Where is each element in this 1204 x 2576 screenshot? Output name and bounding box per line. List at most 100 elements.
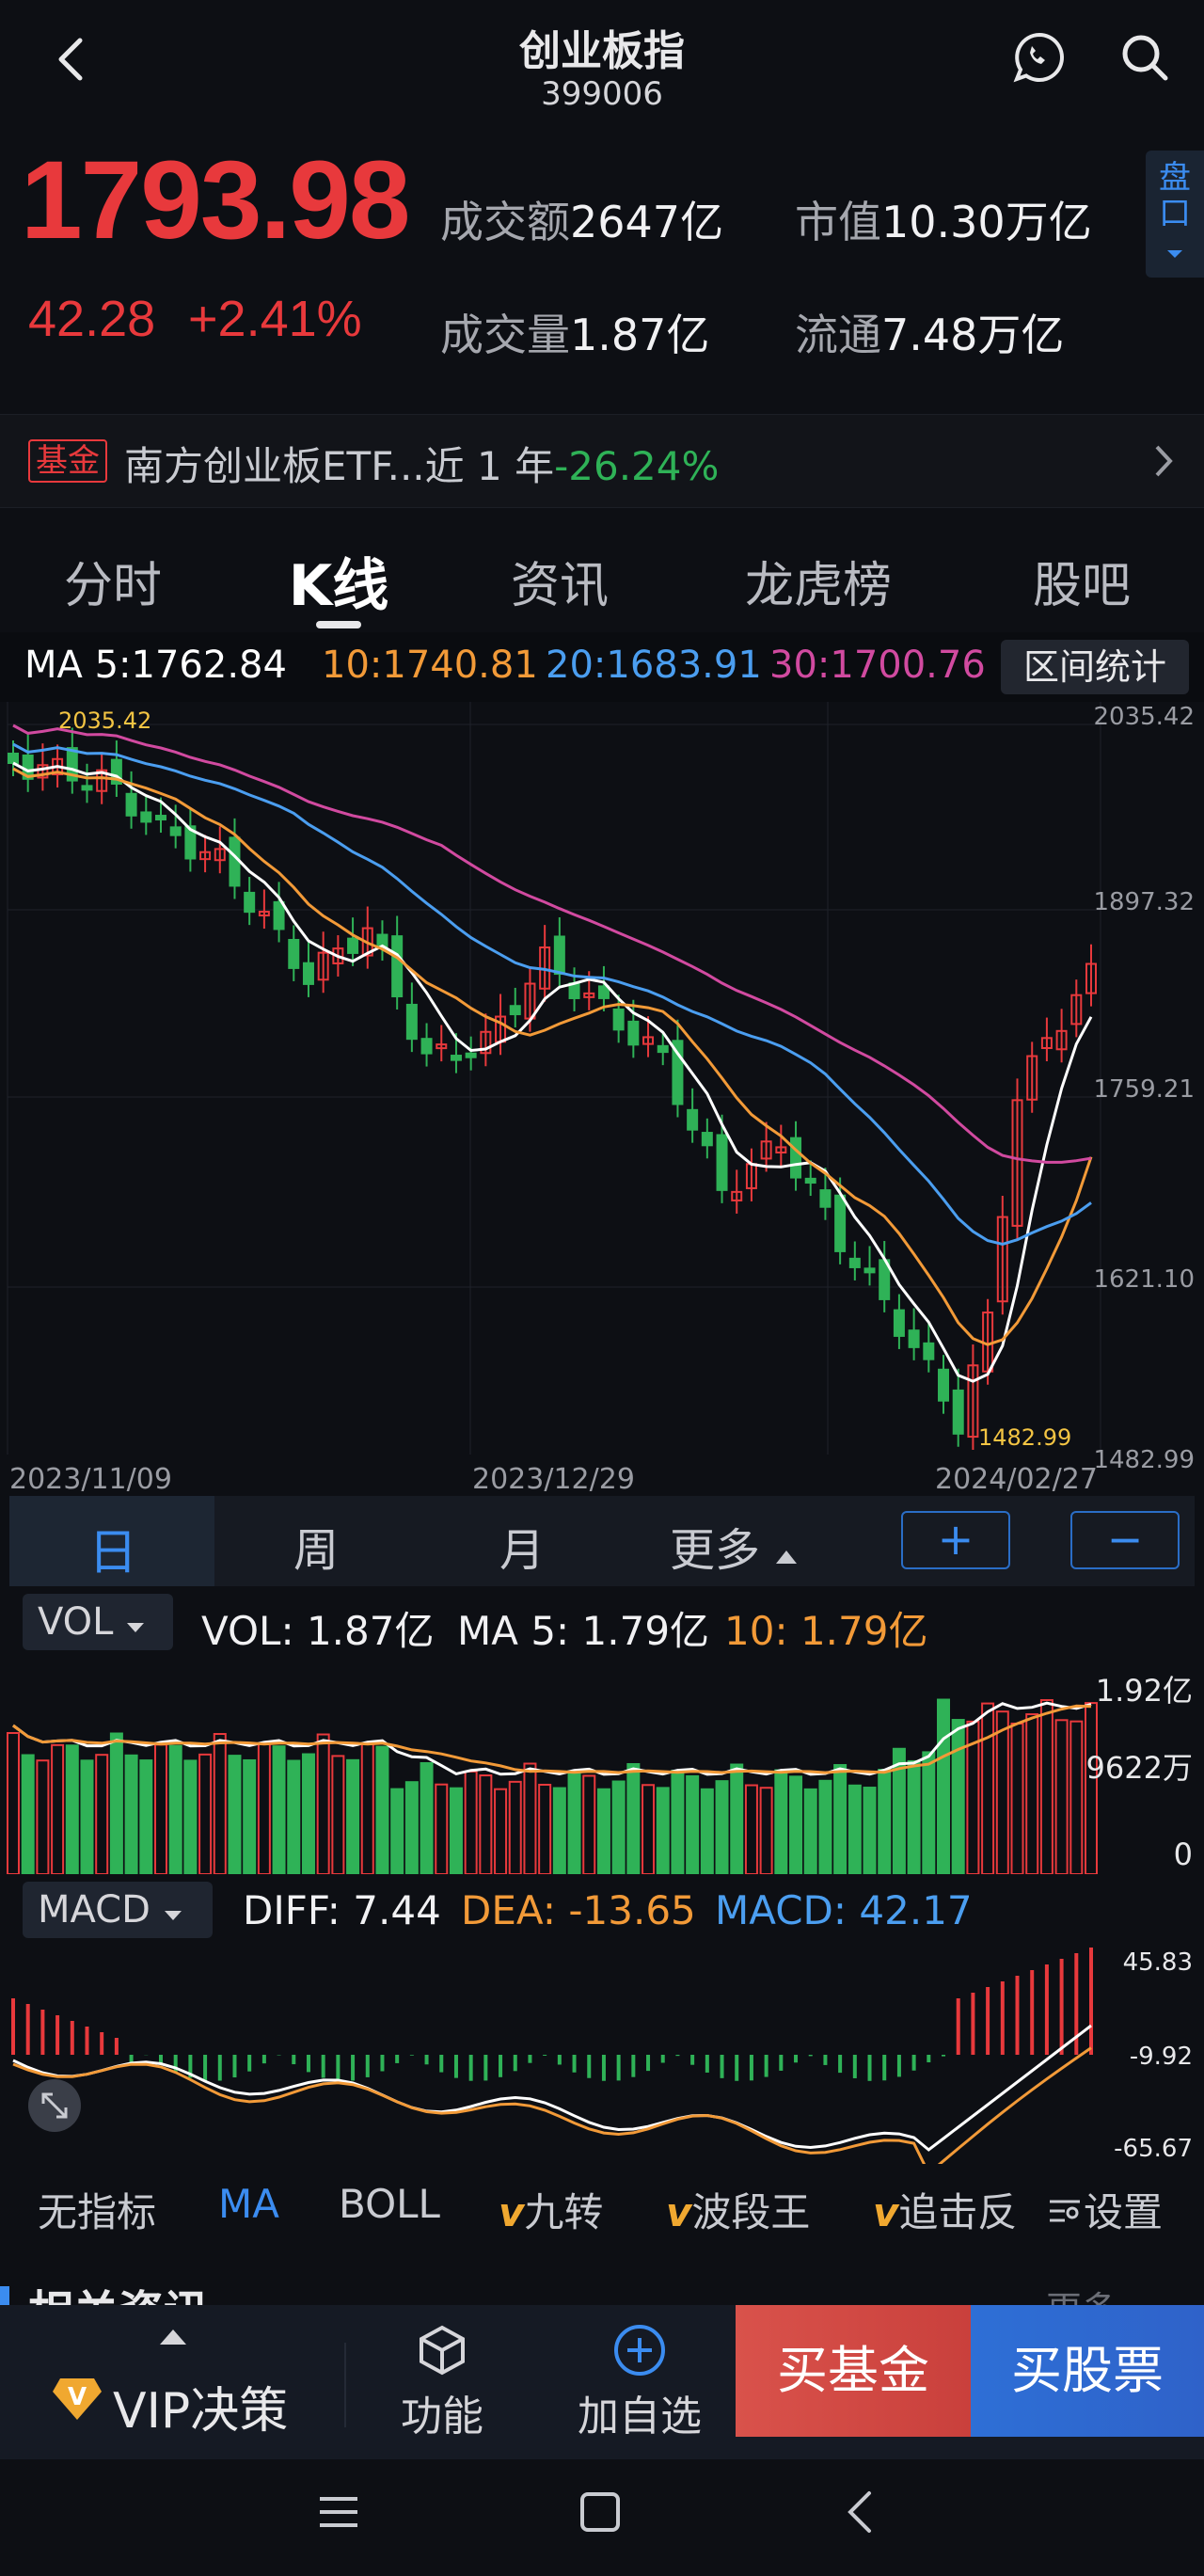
vol-y-label: 0: [1174, 1837, 1193, 1872]
indicator-jiuzhuan[interactable]: v九转: [499, 2181, 603, 2238]
range-stats-button[interactable]: 区间统计: [1001, 640, 1189, 694]
candle-body: [848, 1257, 861, 1268]
candle-body: [154, 815, 166, 821]
function-button[interactable]: 功能: [386, 2322, 499, 2441]
volume-bar: [183, 1759, 198, 1874]
indicator-ma[interactable]: MA: [218, 2181, 279, 2227]
ma10-value: 10:1740.81: [322, 644, 538, 687]
nav-home-button[interactable]: [572, 2484, 628, 2540]
settings-sliders-icon: [1050, 2200, 1080, 2222]
volume-bar: [272, 1745, 286, 1874]
candle-body: [996, 1216, 1008, 1303]
macd-bar: [173, 2055, 178, 2073]
macd-y-label: 45.83: [1123, 1948, 1193, 1977]
fund-promo-row[interactable]: [0, 414, 1204, 508]
macd-bar: [794, 2055, 799, 2063]
ma20-value: 20:1683.91: [546, 644, 762, 687]
period-day[interactable]: 日: [87, 1525, 137, 1582]
volume-bar: [730, 1763, 744, 1874]
kline-y-label: 2035.42: [1093, 703, 1195, 731]
indicator-boll[interactable]: BOLL: [339, 2181, 440, 2227]
zoom-out-button[interactable]: −: [1070, 1511, 1180, 1569]
volume-bar: [435, 1783, 449, 1874]
volume-bar: [404, 1781, 419, 1874]
tab-forum[interactable]: 股吧: [1032, 558, 1131, 614]
macd-bar: [764, 2055, 768, 2077]
macd-bar: [439, 2055, 444, 2073]
volume-bar: [789, 1775, 803, 1874]
volume-bar: [228, 1755, 242, 1874]
candle-body: [317, 951, 329, 981]
indicator-settings[interactable]: 设置: [1046, 2181, 1163, 2238]
macd-bar: [513, 2055, 517, 2072]
macd-bar: [336, 2055, 341, 2081]
volume-bar: [243, 1758, 257, 1874]
turnover-label: 成交额: [440, 197, 570, 247]
buy-fund-button[interactable]: 买基金: [736, 2305, 971, 2437]
candle-body: [450, 1055, 462, 1061]
volume-bar: [686, 1774, 700, 1874]
candle-body: [302, 962, 314, 985]
macd-bar: [543, 2055, 547, 2056]
vip-v-icon: v: [873, 2189, 899, 2235]
macd-dea: DEA: -13.65: [461, 1887, 696, 1933]
nav-menu-button[interactable]: [310, 2484, 367, 2540]
period-more[interactable]: 更多: [670, 1513, 799, 1579]
tab-news[interactable]: 资讯: [510, 558, 609, 614]
candle-body: [405, 1003, 418, 1041]
vol-selector[interactable]: VOL: [23, 1594, 173, 1650]
macd-bar: [365, 2055, 370, 2077]
macd-bar: [528, 2055, 532, 2063]
tab-intraday[interactable]: 分时: [63, 558, 162, 614]
indicator-boduanwang[interactable]: v波段王: [666, 2181, 810, 2238]
vol-ma5: MA 5: 1.79亿: [457, 1608, 710, 1654]
pankou-button[interactable]: 盘口: [1146, 151, 1204, 278]
macd-bar: [321, 2055, 325, 2078]
volume-bar: [139, 1759, 153, 1874]
chat-bubble-icon: [1013, 32, 1064, 83]
nav-back-button[interactable]: [833, 2484, 890, 2540]
zoom-in-button[interactable]: +: [901, 1511, 1010, 1569]
macd-bar: [660, 2055, 665, 2063]
vip-decision-label: VIP决策: [113, 2383, 289, 2440]
macd-bar: [217, 2055, 222, 2081]
buy-stock-button[interactable]: 买股票: [971, 2305, 1204, 2437]
news-section-header: 相关资讯 更多: [0, 2250, 1204, 2339]
back-button[interactable]: [38, 26, 103, 92]
candle-body: [672, 1040, 684, 1105]
vip-decision-button[interactable]: V VIP决策: [38, 2324, 320, 2440]
tab-kline[interactable]: K线: [288, 553, 389, 619]
tab-dragon-tiger[interactable]: 龙虎榜: [744, 558, 892, 614]
chat-button[interactable]: [1006, 24, 1072, 90]
ma-line-10: [12, 767, 1093, 1346]
bottom-divider: [344, 2343, 346, 2427]
search-button[interactable]: [1112, 24, 1178, 90]
volume-bar: [346, 1758, 360, 1874]
market-cap-label: 市值: [795, 197, 881, 247]
fund-return: -26.24%: [554, 443, 720, 489]
candle-body: [952, 1389, 964, 1435]
candle-body: [37, 764, 49, 779]
macd-bar: [380, 2055, 385, 2072]
period-week[interactable]: 周: [293, 1524, 339, 1577]
volume-bar: [922, 1751, 936, 1874]
ma5-value: MA 5:1762.84: [24, 644, 287, 687]
fullscreen-button[interactable]: [28, 2079, 81, 2132]
period-month[interactable]: 月: [499, 1524, 545, 1577]
ma-line-20: [12, 742, 1092, 1246]
macd-bar: [70, 2021, 74, 2055]
indicator-row: [0, 2164, 1204, 2249]
indicator-zhuijifan[interactable]: v追击反: [873, 2181, 1017, 2238]
indicator-none[interactable]: 无指标: [38, 2189, 157, 2235]
volume-bar: [642, 1784, 656, 1874]
macd-chart[interactable]: 45.83 -9.92 -65.67: [0, 1938, 1204, 2164]
macd-bar: [158, 2055, 163, 2064]
macd-selector[interactable]: MACD: [23, 1882, 213, 1938]
volume-chart[interactable]: 1.92亿 9622万 0: [0, 1656, 1204, 1874]
macd-histogram: [11, 1948, 1093, 2081]
search-icon: [1122, 35, 1168, 81]
macd-bar: [896, 2055, 901, 2077]
candle-body: [804, 1177, 816, 1185]
add-watchlist-button[interactable]: 加自选: [564, 2322, 715, 2441]
kline-chart[interactable]: 2035.42 1897.32 1759.21 1621.10 1482.99 …: [0, 702, 1204, 1496]
